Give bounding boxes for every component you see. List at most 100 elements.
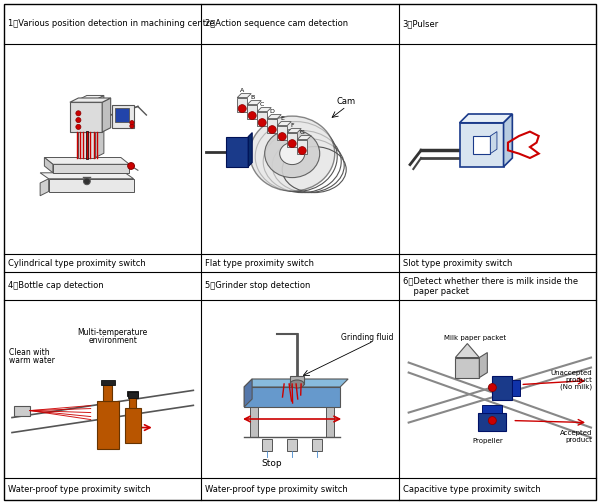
Text: Grinding fluid: Grinding fluid (341, 333, 394, 342)
Polygon shape (503, 114, 512, 167)
Polygon shape (40, 173, 134, 179)
Polygon shape (115, 108, 130, 122)
Text: Slot type proximity switch: Slot type proximity switch (403, 259, 512, 268)
Bar (287, 133, 297, 147)
Polygon shape (244, 379, 348, 387)
Polygon shape (102, 98, 110, 132)
Polygon shape (112, 105, 134, 128)
Polygon shape (287, 129, 301, 133)
Bar (512, 380, 520, 396)
Text: product: product (565, 436, 592, 443)
Text: Flat type proximity switch: Flat type proximity switch (205, 259, 314, 268)
Bar (277, 125, 287, 140)
Text: Clean with: Clean with (9, 348, 50, 357)
Bar (482, 405, 502, 413)
Circle shape (128, 163, 134, 169)
Text: 5、Grinder stop detection: 5、Grinder stop detection (205, 282, 311, 290)
Polygon shape (70, 98, 110, 102)
Bar (125, 408, 140, 443)
Bar (493, 375, 512, 400)
Bar (130, 396, 136, 408)
Polygon shape (277, 121, 291, 125)
Circle shape (76, 117, 81, 122)
Bar (312, 439, 322, 451)
Text: Propeller: Propeller (472, 437, 503, 444)
Polygon shape (460, 114, 512, 123)
Bar (237, 98, 247, 111)
Bar (101, 380, 115, 385)
Text: Cylindrical type proximity switch: Cylindrical type proximity switch (8, 259, 146, 268)
Polygon shape (257, 107, 271, 111)
Circle shape (76, 111, 81, 116)
Bar (257, 111, 267, 125)
Circle shape (83, 178, 90, 184)
Bar (290, 376, 304, 384)
Text: 6、Detect whether there is milk inside the
    paper packet: 6、Detect whether there is milk inside th… (403, 276, 578, 296)
Text: F: F (290, 123, 294, 128)
Text: (No milk): (No milk) (560, 384, 592, 390)
Polygon shape (460, 123, 503, 167)
Polygon shape (490, 132, 497, 154)
Text: warm water: warm water (9, 356, 55, 365)
Text: Unaccepted: Unaccepted (550, 369, 592, 375)
Circle shape (298, 147, 306, 155)
Bar (297, 140, 307, 154)
Polygon shape (267, 114, 281, 118)
Circle shape (268, 125, 276, 134)
Bar (267, 118, 277, 133)
Bar (287, 439, 297, 451)
Circle shape (488, 384, 496, 392)
Polygon shape (248, 133, 252, 167)
Text: E: E (280, 116, 284, 121)
Text: 1、Various position detection in machining centre: 1、Various position detection in machinin… (8, 20, 215, 29)
Polygon shape (455, 344, 479, 357)
Text: D: D (270, 109, 275, 114)
Bar (128, 392, 137, 398)
Text: environment: environment (88, 336, 137, 345)
Text: Milk paper packet: Milk paper packet (444, 335, 506, 341)
Text: B: B (250, 95, 254, 100)
Circle shape (278, 133, 286, 141)
Polygon shape (244, 379, 252, 407)
Circle shape (258, 118, 266, 127)
Circle shape (238, 105, 246, 112)
Polygon shape (40, 179, 49, 196)
Bar (14, 406, 30, 416)
Circle shape (488, 417, 496, 424)
Text: Water-proof type proximity switch: Water-proof type proximity switch (8, 484, 151, 493)
Polygon shape (70, 102, 102, 132)
Polygon shape (44, 157, 53, 173)
Bar (250, 407, 258, 437)
Polygon shape (479, 353, 487, 377)
Polygon shape (247, 101, 261, 105)
Polygon shape (49, 179, 134, 192)
Polygon shape (237, 94, 251, 98)
Text: Water-proof type proximity switch: Water-proof type proximity switch (205, 484, 348, 493)
Text: 2、Action sequence cam detection: 2、Action sequence cam detection (205, 20, 349, 29)
Text: Multi-temperature: Multi-temperature (77, 328, 148, 337)
Circle shape (288, 140, 296, 148)
Ellipse shape (250, 116, 335, 191)
Polygon shape (473, 136, 490, 154)
Text: Capacitive type proximity switch: Capacitive type proximity switch (403, 484, 541, 493)
Text: 3、Pulser: 3、Pulser (403, 20, 439, 29)
Bar (478, 413, 506, 430)
Polygon shape (297, 136, 311, 140)
Bar (247, 105, 257, 118)
Polygon shape (79, 95, 104, 100)
Text: C: C (260, 102, 265, 107)
Text: product: product (565, 376, 592, 383)
Circle shape (130, 120, 134, 125)
Polygon shape (44, 157, 130, 164)
Bar (262, 439, 272, 451)
Text: Cam: Cam (337, 97, 356, 106)
Text: Stop: Stop (262, 460, 283, 469)
Polygon shape (95, 95, 104, 157)
Text: Accepted: Accepted (560, 429, 592, 435)
Polygon shape (79, 100, 95, 157)
Bar (127, 391, 138, 396)
Bar (326, 407, 334, 437)
Text: A: A (240, 88, 244, 93)
Ellipse shape (265, 130, 320, 177)
Circle shape (76, 124, 81, 130)
